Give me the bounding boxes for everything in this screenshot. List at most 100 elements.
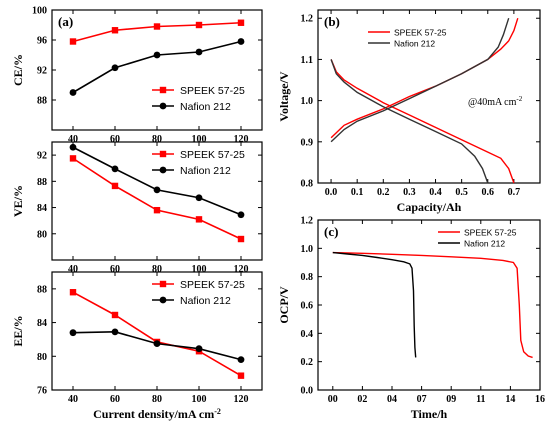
data-point-circle xyxy=(195,48,203,56)
data-point-square xyxy=(195,21,203,29)
x-tick-label: 100 xyxy=(192,134,207,145)
x-tick-label: 60 xyxy=(110,134,120,145)
data-point-circle xyxy=(111,165,119,173)
legend-label: Nafion 212 xyxy=(180,295,231,307)
x-tick-label: 80 xyxy=(152,394,162,405)
panel-label: (c) xyxy=(324,224,338,239)
y-tick-label: 0.8 xyxy=(301,272,314,283)
x-tick-label: 120 xyxy=(234,134,249,145)
y-tick-label: 92 xyxy=(37,66,47,77)
data-point-square xyxy=(237,235,245,243)
series-curve xyxy=(332,251,533,359)
x-tick-label: 100 xyxy=(192,264,207,275)
x-tick-label: 0.1 xyxy=(351,187,364,198)
y-tick-label: 0.0 xyxy=(301,386,314,397)
y-tick-label: 88 xyxy=(37,96,47,107)
data-point-square xyxy=(111,311,119,319)
series-curve xyxy=(330,17,510,143)
x-tick-label: 0.6 xyxy=(482,187,495,198)
data-point-circle xyxy=(153,340,161,348)
y-tick-label: 1.1 xyxy=(301,55,314,66)
data-point-square xyxy=(159,86,167,94)
x-tick-label: 120 xyxy=(234,264,249,275)
x-tick-label: 60 xyxy=(110,394,120,405)
chart-2: 76 80 84 88 40 60 80 100 120 EE/% Current density/… xyxy=(11,271,263,421)
x-tick-label: 0.0 xyxy=(325,187,338,198)
x-tick-label: 80 xyxy=(152,134,162,145)
data-point-circle xyxy=(153,186,161,194)
y-tick-label: 92 xyxy=(37,151,47,162)
x-tick-label: 40 xyxy=(68,264,78,275)
legend-label: SPEEK 57-25 xyxy=(394,28,447,38)
y-tick-label: 1.0 xyxy=(301,96,314,107)
y-axis-label: Voltage/V xyxy=(277,71,291,122)
data-point-square xyxy=(159,150,167,158)
y-tick-label: 88 xyxy=(37,284,47,295)
x-tick-label: 80 xyxy=(152,264,162,275)
x-axis-label: Capacity/Ah xyxy=(397,200,462,214)
chart-4: 0.0 0.2 0.4 0.6 0.8 1.0 1.2 00 02 04 07 09 11 14 16 OCP… xyxy=(277,216,545,422)
data-point-circle xyxy=(69,89,77,96)
legend-label: Nafion 212 xyxy=(394,39,435,49)
data-point-square xyxy=(195,216,203,223)
series-curve xyxy=(330,59,515,184)
plot-frame xyxy=(317,9,541,184)
x-tick-label: 40 xyxy=(68,134,78,145)
legend-label: SPEEK 57-25 xyxy=(180,85,245,97)
x-tick-label: 09 xyxy=(446,394,456,405)
legend-label: SPEEK 57-25 xyxy=(180,149,245,161)
y-tick-label: 84 xyxy=(37,318,47,329)
y-tick-label: 1.2 xyxy=(301,14,314,25)
x-axis-label: Time/h xyxy=(411,407,448,421)
data-point-circle xyxy=(69,143,77,151)
y-tick-label: 100 xyxy=(32,6,47,17)
x-tick-label: 02 xyxy=(357,394,367,405)
data-point-square xyxy=(69,155,77,162)
data-point-circle xyxy=(237,356,245,364)
legend-label: Nafion 212 xyxy=(464,239,505,249)
data-point-circle xyxy=(195,194,203,202)
data-point-square xyxy=(111,182,119,190)
panel-label: (a) xyxy=(58,14,73,29)
x-tick-label: 0.3 xyxy=(403,187,416,198)
data-point-circle xyxy=(237,38,245,45)
y-tick-label: 96 xyxy=(37,36,47,47)
data-point-circle xyxy=(69,329,77,337)
x-tick-label: 0.4 xyxy=(429,187,442,198)
x-tick-label: 07 xyxy=(417,394,427,405)
y-tick-label: 0.9 xyxy=(301,137,314,148)
data-point-square xyxy=(237,372,245,379)
data-point-circle xyxy=(159,102,167,110)
x-tick-label: 100 xyxy=(192,394,207,405)
legend-label: SPEEK 57-25 xyxy=(464,228,517,238)
y-tick-label: 76 xyxy=(37,386,47,397)
x-tick-label: 11 xyxy=(476,394,485,405)
y-axis-label: OCP/V xyxy=(277,286,291,324)
data-point-circle xyxy=(111,64,119,72)
x-tick-label: 00 xyxy=(328,394,338,405)
legend-label: Nafion 212 xyxy=(180,101,231,113)
legend-label: SPEEK 57-25 xyxy=(180,279,245,291)
x-tick-label: 60 xyxy=(110,264,120,275)
chart-0: 88 92 96 100 40 60 80 100 120 CE/% (a) SPEEK 57-25 N… xyxy=(11,6,263,145)
y-tick-label: 0.4 xyxy=(301,329,314,340)
data-point-square xyxy=(69,289,77,296)
x-tick-label: 0.5 xyxy=(455,187,468,198)
x-tick-label: 0.7 xyxy=(508,187,521,198)
x-tick-label: 04 xyxy=(387,394,397,405)
data-point-square xyxy=(153,206,161,214)
data-point-square xyxy=(153,23,161,30)
y-tick-label: 1.2 xyxy=(301,216,314,227)
data-point-square xyxy=(237,19,245,26)
chart-3: 0.8 0.9 1.0 1.1 1.2 0.0 0.1 0.2 0.3 0.4 0.5 0.6 0.7 V… xyxy=(277,9,541,214)
panel-label: (b) xyxy=(324,14,340,29)
annotation-text: @40mA cm-2 xyxy=(468,95,523,108)
data-point-circle xyxy=(159,296,167,304)
data-point-square xyxy=(159,280,167,288)
data-point-square xyxy=(69,38,77,45)
y-axis-label: CE/% xyxy=(11,54,25,86)
x-tick-label: 16 xyxy=(535,394,545,405)
x-tick-label: 0.2 xyxy=(377,187,390,198)
plot-frame xyxy=(317,219,541,391)
